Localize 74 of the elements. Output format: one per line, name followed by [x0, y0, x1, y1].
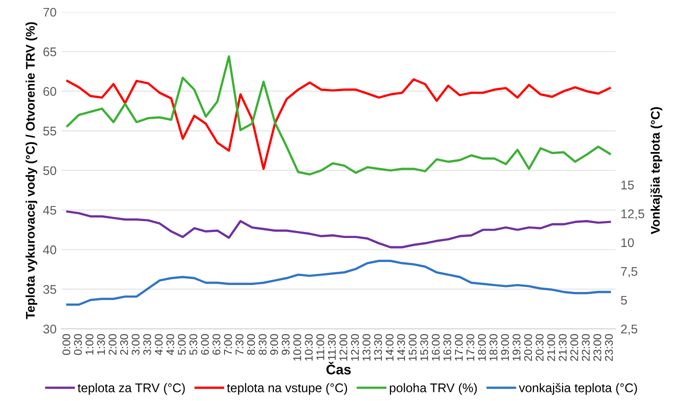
x-tick-label: 15:00 [408, 334, 417, 361]
y2-tick-label: 12,5 [621, 209, 644, 220]
x-tick-label: 13:00 [362, 334, 370, 361]
x-tick-label: 12:30 [351, 334, 359, 361]
legend-label: teplota na vstupe (°C) [227, 383, 348, 395]
x-tick-label: 11:30 [328, 334, 336, 360]
x-tick-label: 3:00 [132, 334, 140, 355]
x-tick-label: 5:00 [178, 334, 186, 355]
x-tick-label: 7:30 [236, 334, 244, 355]
x-tick-label: 15:30 [420, 334, 428, 361]
y2-tick-label: 15 [621, 180, 634, 190]
legend-label: vonkajšia teplota (°C) [518, 383, 637, 395]
x-tick-label: 18:30 [490, 334, 498, 361]
x-tick-label: 7:00 [224, 334, 232, 355]
x-tick-label: 22:00 [570, 334, 578, 361]
x-tick-label: 17:00 [454, 334, 463, 361]
y-axis-title: Teplota vykurovacej vody (°C) / Otvorenie TRV (%) [26, 22, 38, 320]
x-tick-label: 6:30 [212, 334, 220, 355]
y-tick-label: 45 [43, 206, 56, 215]
y-tick-label: 65 [43, 47, 56, 56]
x-tick-label: 18:00 [478, 334, 486, 361]
y2-axis-title: Vonkajšia teplota (°C) [650, 107, 662, 234]
x-tick-label: 23:30 [604, 334, 613, 361]
y-tick-label: 55 [43, 126, 56, 136]
x-tick-label: 10:00 [293, 334, 302, 361]
x-tick-label: 4:30 [166, 334, 174, 356]
y-tick-label: 40 [43, 245, 56, 254]
y-tick-label: 70 [43, 8, 56, 17]
x-tick-label: 23:00 [593, 334, 602, 361]
line-series [66, 210, 611, 248]
x-tick-label: 0:30 [74, 334, 82, 355]
x-tick-label: 17:30 [466, 334, 474, 361]
line-series [66, 78, 611, 170]
x-tick-label: 20:30 [536, 334, 544, 361]
legend-label: teplota za TRV (°C) [78, 383, 185, 395]
y-tick-label: 30 [43, 324, 56, 334]
y2-tick-label: 2,5 [621, 324, 638, 335]
legend-label: poloha TRV (%) [390, 383, 477, 395]
x-tick-label: 19:00 [501, 334, 509, 361]
x-tick-label: 5:30 [189, 334, 198, 355]
x-tick-label: 8:00 [247, 334, 255, 355]
x-tick-label: 1:00 [86, 334, 94, 354]
y2-tick-label: 10 [621, 238, 634, 248]
x-tick-label: 13:30 [374, 334, 382, 361]
x-tick-label: 16:30 [443, 334, 452, 361]
x-tick-label: 2:30 [120, 334, 128, 355]
x-tick-label: 12:00 [339, 334, 348, 361]
x-tick-label: 8:30 [258, 334, 267, 355]
x-tick-label: 2:00 [108, 334, 116, 355]
x-axis-title: Čas [326, 362, 351, 374]
line-series [66, 55, 611, 176]
x-tick-label: 1:30 [97, 334, 105, 354]
x-tick-label: 21:30 [558, 334, 567, 361]
y2-tick-label: 7,5 [621, 267, 638, 278]
x-tick-label: 19:30 [512, 334, 520, 361]
y2-tick-label: 5 [620, 296, 627, 305]
x-tick-label: 3:30 [143, 334, 152, 355]
x-tick-label: 22:30 [582, 334, 590, 361]
x-tick-label: 10:30 [304, 334, 313, 361]
x-tick-label: 20:00 [524, 334, 532, 361]
x-tick-label: 11:00 [316, 334, 324, 360]
x-tick-label: 14:00 [386, 334, 394, 361]
x-tick-label: 0:00 [62, 334, 70, 355]
x-tick-label: 9:00 [270, 334, 278, 355]
y-tick-label: 35 [43, 285, 56, 294]
x-tick-label: 9:30 [282, 334, 290, 355]
y-tick-label: 60 [43, 87, 56, 96]
x-tick-label: 6:00 [200, 334, 209, 355]
x-tick-label: 14:30 [397, 334, 406, 361]
line-series [66, 260, 611, 306]
x-tick-label: 4:00 [154, 334, 163, 356]
y-tick-label: 50 [43, 166, 56, 176]
x-tick-label: 21:00 [547, 334, 556, 361]
x-tick-label: 16:00 [432, 334, 440, 361]
